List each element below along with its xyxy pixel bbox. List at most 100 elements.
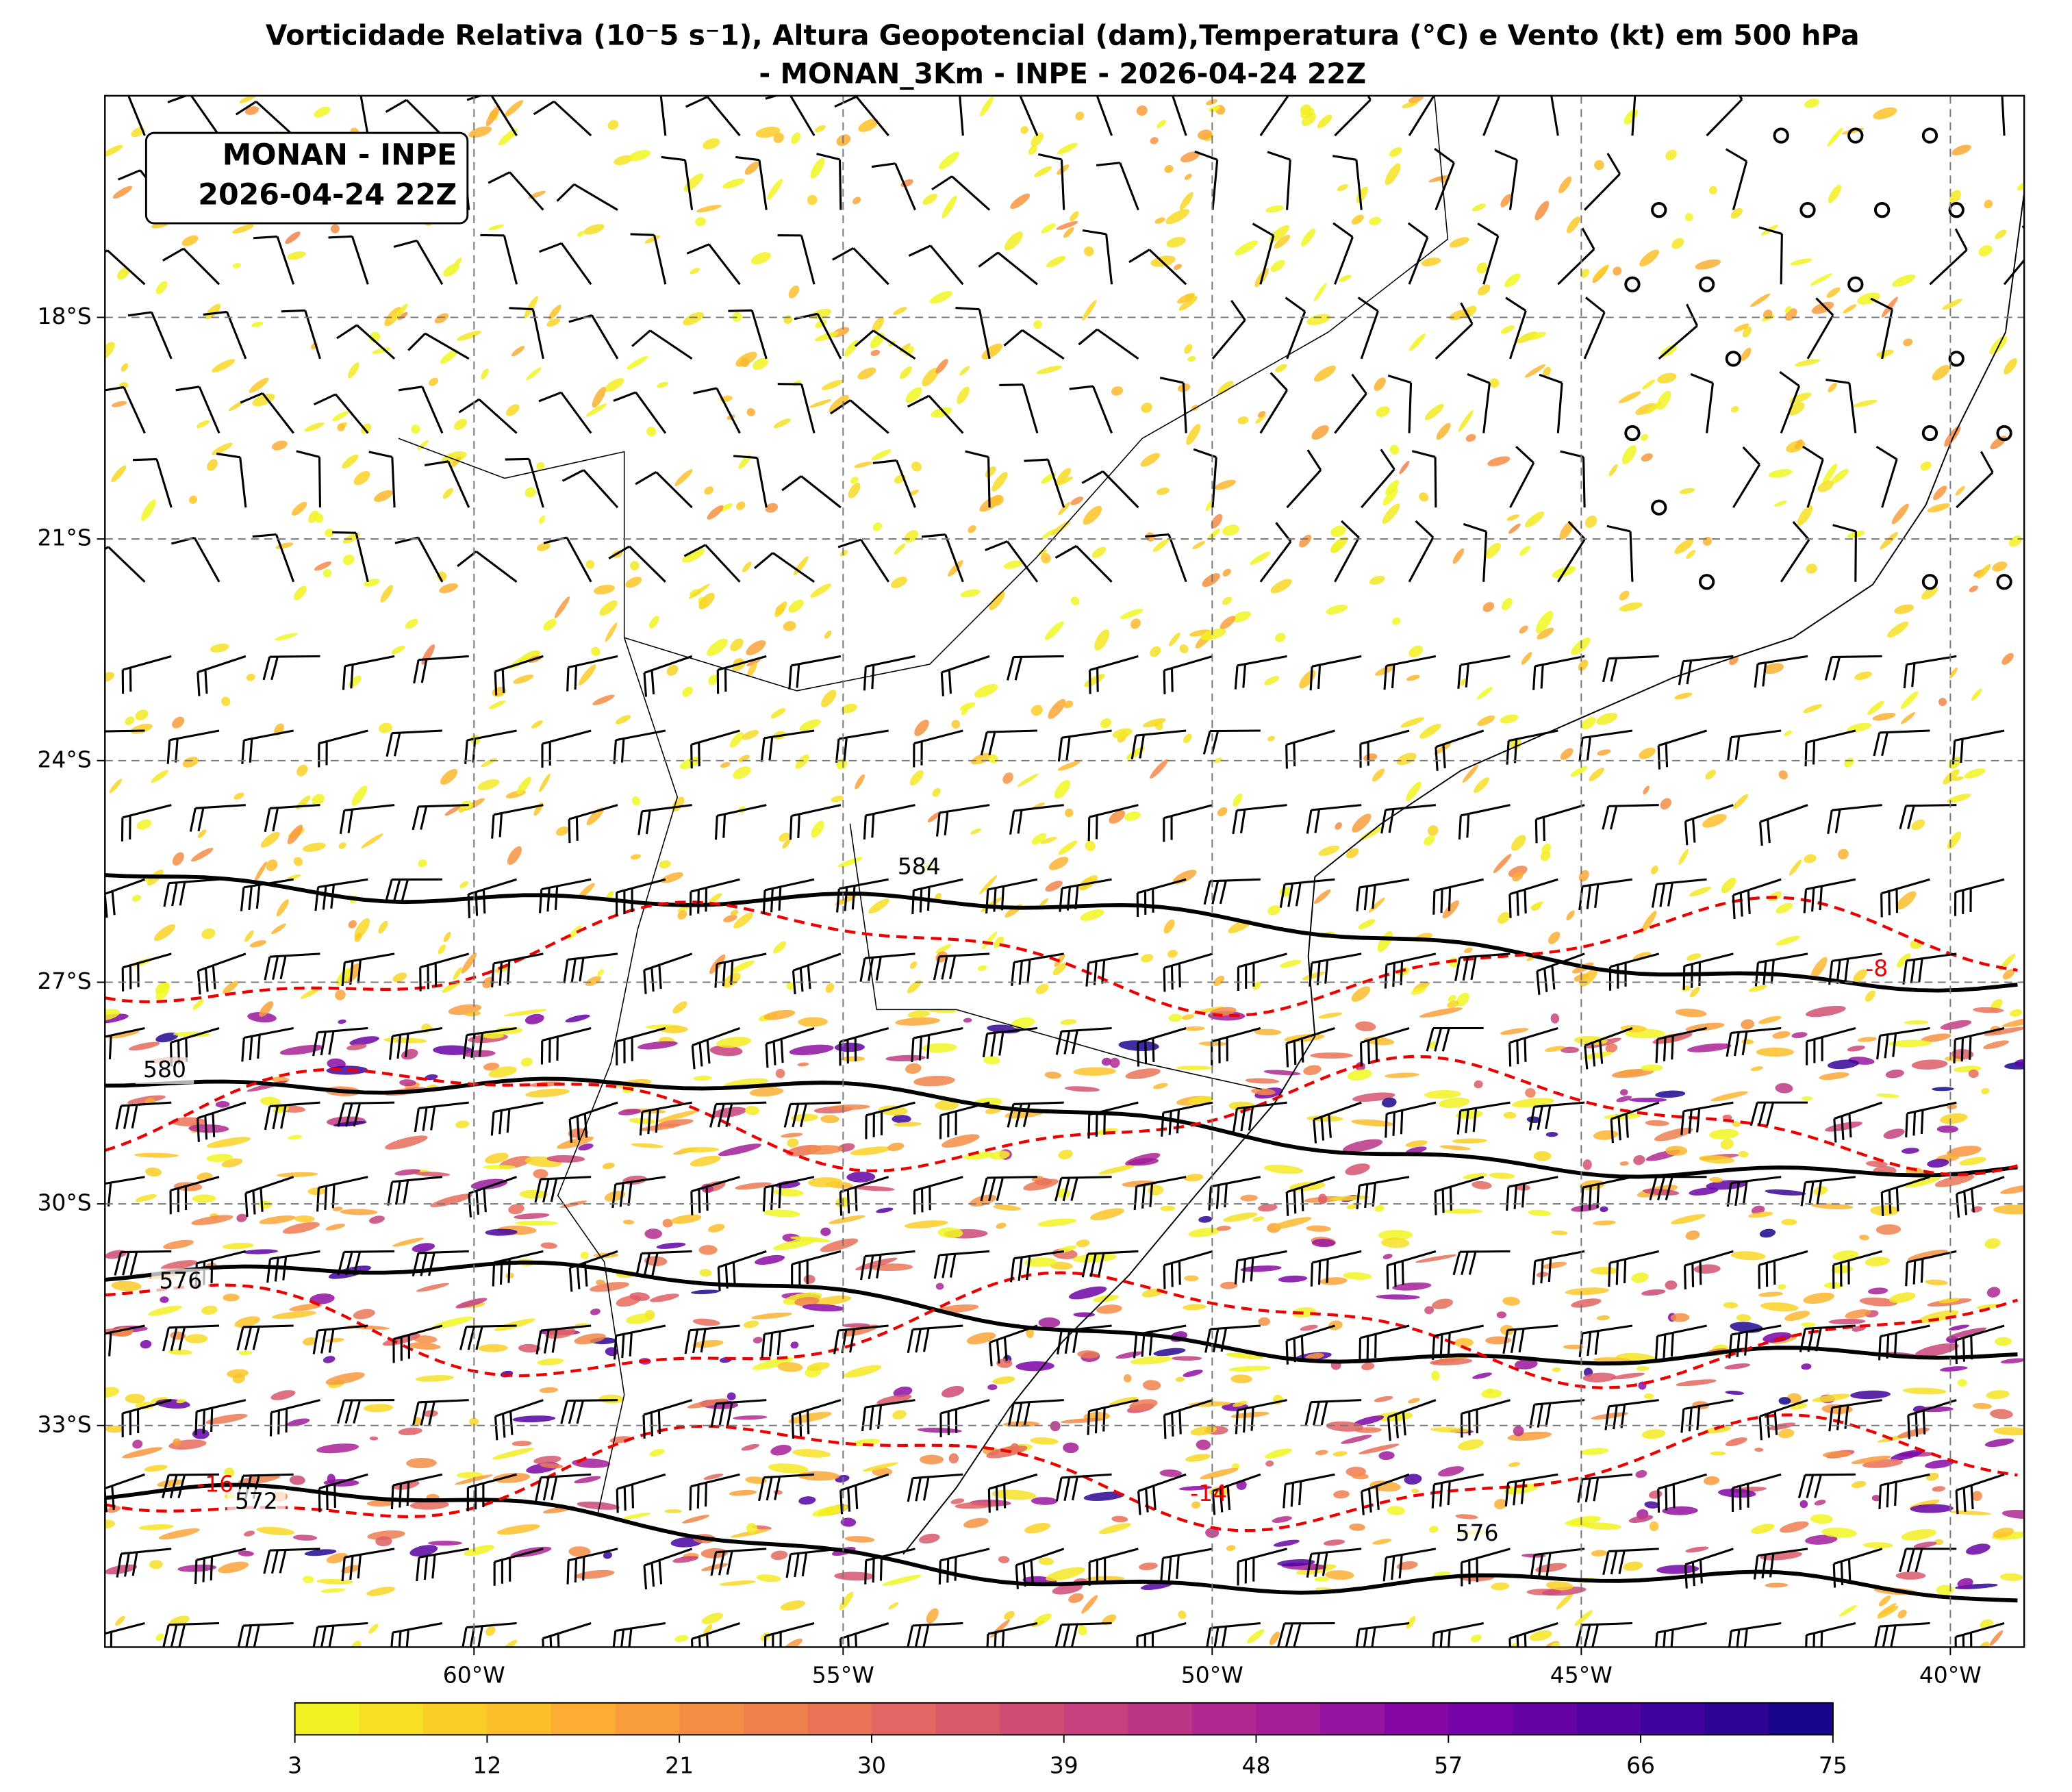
vorticity-patch bbox=[1570, 766, 1588, 777]
wind-barb bbox=[336, 324, 396, 360]
wind-barb bbox=[1359, 1027, 1410, 1067]
vorticity-patch bbox=[704, 486, 714, 495]
wind-barb bbox=[269, 1399, 320, 1437]
vorticity-patch bbox=[1112, 728, 1133, 739]
vorticity-patch bbox=[1139, 1562, 1158, 1571]
vorticity-patch bbox=[1702, 536, 1712, 546]
vorticity-patch bbox=[674, 1635, 689, 1643]
vorticity-patch bbox=[708, 1224, 725, 1233]
vorticity-patch bbox=[1897, 1609, 1907, 1619]
wind-barb bbox=[467, 878, 518, 918]
wind-barb bbox=[830, 399, 889, 434]
wind-barb bbox=[505, 457, 544, 508]
vorticity-patch bbox=[1494, 1498, 1507, 1510]
calm-wind bbox=[1996, 425, 2012, 442]
vorticity-patch bbox=[1041, 553, 1051, 564]
wind-barb bbox=[493, 1548, 544, 1586]
vorticity-patch bbox=[695, 216, 706, 227]
vorticity-patch bbox=[1645, 1120, 1669, 1126]
vorticity-patch bbox=[1257, 411, 1266, 418]
vorticity-patch bbox=[1299, 670, 1316, 689]
vorticity-patch bbox=[846, 1172, 876, 1183]
vorticity-patch bbox=[821, 690, 837, 707]
vorticity-patch bbox=[959, 702, 976, 711]
vorticity-patch bbox=[1949, 190, 1961, 203]
vorticity-patch bbox=[1947, 831, 1962, 850]
vorticity-patch bbox=[256, 1526, 295, 1536]
vorticity-patch bbox=[538, 515, 546, 524]
vorticity-patch bbox=[1096, 1128, 1119, 1135]
wind-barb bbox=[1285, 1324, 1335, 1365]
vorticity-patch bbox=[919, 1454, 944, 1465]
vorticity-patch bbox=[546, 1154, 585, 1163]
vorticity-patch bbox=[763, 1009, 796, 1020]
vorticity-patch bbox=[1033, 1613, 1052, 1626]
vorticity-patch bbox=[372, 347, 391, 354]
vorticity-patch bbox=[1791, 1032, 1808, 1039]
wind-barb bbox=[543, 536, 592, 583]
temperature-contour bbox=[105, 1271, 2019, 1389]
vorticity-patch bbox=[1939, 1366, 1968, 1372]
vorticity-patch bbox=[707, 638, 728, 657]
vorticity-patch bbox=[1699, 1155, 1735, 1164]
vorticity-patch bbox=[1723, 1302, 1739, 1309]
vorticity-patch bbox=[1596, 712, 1618, 725]
vorticity-patch bbox=[1361, 1363, 1375, 1371]
vorticity-patch bbox=[1636, 1366, 1650, 1372]
wind-barb bbox=[1128, 249, 1187, 286]
vorticity-patch bbox=[1301, 112, 1316, 127]
vorticity-patch bbox=[1230, 1374, 1252, 1384]
vorticity-patch bbox=[327, 1474, 336, 1484]
colorbar-segment bbox=[1641, 1702, 1706, 1735]
wind-barb bbox=[1087, 804, 1139, 842]
vorticity-patch bbox=[1621, 445, 1637, 465]
vorticity-patch bbox=[1157, 120, 1167, 128]
wind-barb bbox=[424, 460, 470, 508]
vorticity-patch bbox=[1048, 857, 1069, 870]
wind-barb bbox=[689, 878, 740, 916]
vorticity-patch bbox=[963, 1018, 972, 1023]
vorticity-patch bbox=[1878, 1595, 1891, 1606]
vorticity-patch bbox=[1633, 1154, 1645, 1165]
vorticity-patch bbox=[727, 1392, 736, 1401]
wind-barb bbox=[710, 1548, 767, 1576]
vorticity-patch bbox=[1230, 1411, 1269, 1418]
wind-barb bbox=[561, 469, 619, 509]
vorticity-patch bbox=[416, 1283, 449, 1292]
calm-wind bbox=[1948, 351, 1964, 367]
vorticity-patch bbox=[810, 583, 831, 598]
wind-barb bbox=[1731, 1473, 1782, 1512]
vorticity-patch bbox=[286, 874, 301, 881]
vorticity-patch bbox=[799, 719, 821, 731]
vorticity-patch bbox=[1141, 954, 1154, 963]
wind-barb bbox=[1832, 1548, 1883, 1588]
vorticity-patch bbox=[1990, 1409, 2013, 1419]
vorticity-patch bbox=[539, 1387, 559, 1393]
vorticity-patch bbox=[1030, 1437, 1059, 1445]
vorticity-patch bbox=[1213, 757, 1222, 764]
vorticity-patch bbox=[155, 1633, 164, 1641]
vorticity-patch bbox=[206, 1137, 251, 1148]
vorticity-patch bbox=[1382, 503, 1400, 525]
vorticity-patch bbox=[1443, 1209, 1483, 1214]
vorticity-patch bbox=[325, 1372, 365, 1385]
wind-barb bbox=[253, 235, 295, 285]
vorticity-patch bbox=[409, 1545, 438, 1557]
wind-barb bbox=[1310, 1250, 1362, 1287]
vorticity-patch bbox=[1838, 848, 1849, 860]
vorticity-patch bbox=[1942, 299, 1962, 310]
wind-barb bbox=[2003, 225, 2025, 286]
wind-barb bbox=[1728, 1621, 1782, 1648]
plot-frame bbox=[104, 94, 2025, 1648]
vorticity-patch bbox=[1580, 268, 1590, 278]
vorticity-patch bbox=[1190, 1426, 1217, 1436]
wind-barb bbox=[872, 459, 916, 508]
wind-barb bbox=[1211, 300, 1246, 359]
wind-barb bbox=[1133, 1176, 1187, 1211]
vorticity-patch bbox=[1571, 1298, 1602, 1308]
wind-barb bbox=[1477, 223, 1500, 285]
vorticity-patch bbox=[1544, 1046, 1565, 1052]
vorticity-patch bbox=[554, 596, 570, 618]
wind-barb bbox=[1432, 1324, 1484, 1360]
vorticity-patch bbox=[201, 928, 216, 939]
